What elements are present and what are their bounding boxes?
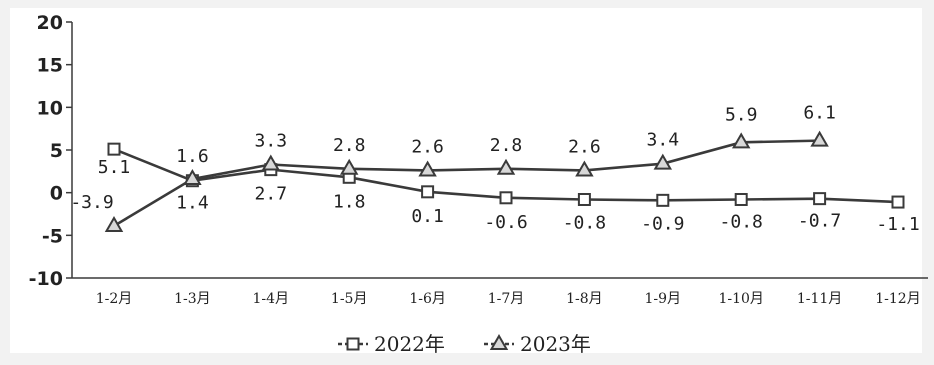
triangle-marker xyxy=(653,153,673,170)
data-label: -0.8 xyxy=(720,211,763,232)
square-marker xyxy=(734,192,748,206)
y-tick-label: 15 xyxy=(37,55,63,77)
data-label: -1.1 xyxy=(876,214,919,235)
data-label: 2.6 xyxy=(411,136,444,157)
x-tick-label: 1-12月 xyxy=(875,291,920,307)
data-label: 1.8 xyxy=(333,191,366,212)
legend-item: 2023年 xyxy=(484,332,591,356)
data-label: 2.8 xyxy=(490,135,523,156)
x-tick-label: 1-11月 xyxy=(797,291,842,307)
data-label: 3.4 xyxy=(647,130,680,151)
data-label: 1.4 xyxy=(176,193,209,214)
y-tick-label: 0 xyxy=(50,183,63,205)
square-marker xyxy=(421,185,435,199)
data-label: 0.1 xyxy=(411,206,444,227)
x-tick-label: 1-2月 xyxy=(96,291,133,307)
legend-item: 2022年 xyxy=(338,332,445,356)
y-tick-label: 20 xyxy=(37,12,63,34)
data-label: -0.9 xyxy=(641,213,684,234)
triangle-marker xyxy=(731,132,751,149)
data-label: 5.1 xyxy=(98,157,131,178)
x-tick-label: 1-5月 xyxy=(331,291,368,307)
plot-background xyxy=(10,8,922,353)
square-marker xyxy=(499,191,513,205)
x-tick-label: 1-4月 xyxy=(253,291,290,307)
triangle-marker xyxy=(496,158,516,175)
data-label: 1.6 xyxy=(176,146,209,167)
data-label: 6.1 xyxy=(803,103,836,124)
series-layer xyxy=(104,130,905,232)
triangle-marker xyxy=(418,160,437,177)
data-label: 2.8 xyxy=(333,135,366,156)
triangle-marker xyxy=(339,158,359,175)
triangle-marker xyxy=(575,160,594,177)
series-line xyxy=(113,139,820,228)
triangle-marker xyxy=(810,130,829,147)
triangle-marker xyxy=(104,215,124,232)
data-label: 5.9 xyxy=(725,104,758,125)
data-label: 2.6 xyxy=(568,136,601,157)
square-marker xyxy=(107,142,121,156)
legend-square-marker xyxy=(346,337,360,351)
x-tick-label: 1-7月 xyxy=(488,291,525,307)
data-label: 3.3 xyxy=(255,131,288,152)
y-tick-label: 5 xyxy=(50,140,63,162)
legend-label: 2023年 xyxy=(520,332,591,356)
axes: 20 15 10 5 0 -5 -10 1-2月 1-3月 1-4月 1-5月 1-6月 1-7月 1-8… xyxy=(29,12,928,307)
square-marker xyxy=(891,195,905,209)
legend-label: 2022年 xyxy=(374,332,445,356)
y-tick-label: 10 xyxy=(37,97,63,119)
series-2022年 xyxy=(107,142,905,209)
x-tick-label: 1-9月 xyxy=(645,291,682,307)
data-label: -0.6 xyxy=(484,212,527,233)
data-label: -0.7 xyxy=(798,211,841,232)
data-labels: 5.1 1.4 2.7 1.8 0.1 -0.6 -0.8 -0.9 -0.8 -0.7 -1.1 -… xyxy=(70,103,919,235)
series-2023年 xyxy=(104,130,829,232)
triangle-marker xyxy=(183,169,202,186)
data-label: -3.9 xyxy=(70,192,113,213)
data-label: -0.8 xyxy=(563,212,606,233)
square-marker xyxy=(813,192,827,206)
data-label: 2.7 xyxy=(255,184,288,205)
x-tick-label: 1-3月 xyxy=(174,291,211,307)
triangle-marker xyxy=(261,154,281,171)
square-marker xyxy=(656,193,670,207)
square-marker xyxy=(577,192,591,206)
y-tick-label: -5 xyxy=(42,225,63,247)
x-tick-label: 1-10月 xyxy=(718,291,763,307)
x-tick-label: 1-6月 xyxy=(409,291,446,307)
y-tick-label: -10 xyxy=(29,268,63,290)
legend: 2022年 2023年 xyxy=(338,332,591,356)
legend-triangle-marker xyxy=(489,333,509,350)
x-tick-label: 1-8月 xyxy=(566,291,603,307)
